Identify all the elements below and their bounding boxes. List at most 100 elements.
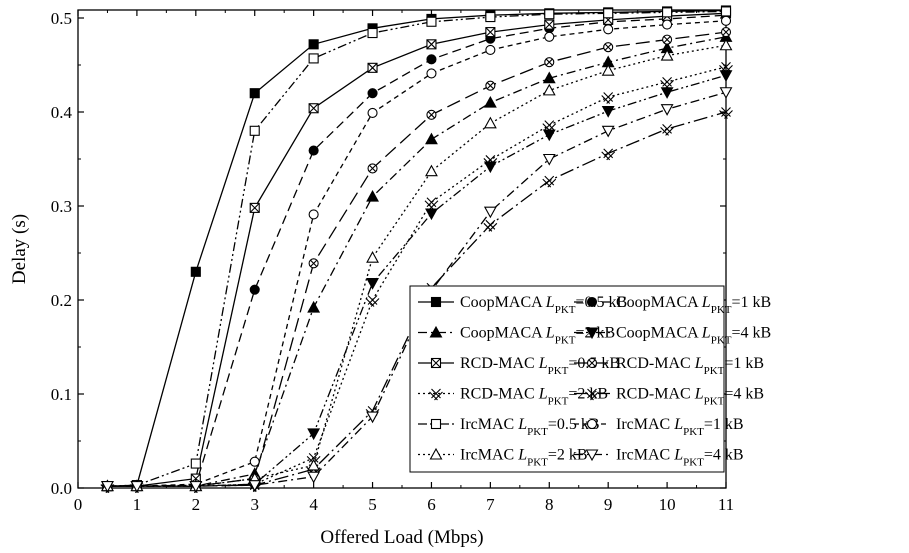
marker — [190, 458, 201, 469]
marker — [542, 175, 557, 188]
marker — [585, 388, 599, 401]
marker — [542, 83, 556, 96]
marker-cross — [722, 28, 730, 36]
marker — [430, 296, 442, 308]
marker — [367, 88, 378, 99]
legend-marker-1 — [586, 296, 598, 308]
marker — [366, 278, 379, 290]
series-line-4 — [107, 12, 726, 487]
marker — [660, 104, 674, 116]
marker — [542, 129, 556, 142]
marker — [365, 295, 380, 307]
marker — [544, 9, 555, 20]
marker-cross — [604, 43, 612, 51]
y-tick-label: 0.3 — [51, 197, 72, 216]
legend-marker-8 — [430, 418, 442, 430]
legend-label-2: CoopMACA LPKT=2 kB — [460, 325, 615, 347]
marker — [601, 106, 615, 118]
marker — [662, 19, 673, 30]
legend-label-11: IrcMAC LPKT=4 kB — [616, 447, 744, 469]
marker — [719, 87, 733, 99]
legend-label-3: CoopMACA LPKT=4 kB — [616, 325, 771, 347]
x-tick-label: 0 — [74, 495, 83, 514]
marker — [429, 388, 443, 401]
marker — [308, 209, 319, 220]
x-tick-label: 11 — [718, 495, 734, 514]
marker — [660, 124, 674, 136]
marker — [542, 71, 556, 84]
marker — [601, 125, 615, 138]
legend-label-7: RCD-MAC LPKT=4 kB — [616, 386, 764, 408]
marker — [425, 164, 438, 177]
marker — [366, 251, 379, 263]
marker — [249, 125, 260, 136]
legend-label-0: CoopMACA LPKT=0.5 kB — [460, 294, 627, 316]
marker — [249, 284, 260, 295]
marker — [601, 92, 616, 104]
marker — [719, 38, 733, 51]
y-tick-label: 0.4 — [51, 103, 73, 122]
marker-cross — [427, 111, 436, 119]
marker — [485, 44, 496, 56]
x-tick-label: 5 — [368, 495, 377, 514]
legend-label-1: CoopMACA LPKT=1 kB — [616, 294, 771, 316]
marker — [308, 145, 319, 156]
marker — [101, 481, 114, 493]
marker — [603, 24, 614, 35]
marker — [603, 8, 614, 19]
marker — [429, 325, 443, 338]
legend-marker-10 — [429, 447, 443, 460]
legend-marker-0 — [430, 296, 442, 308]
marker — [248, 480, 262, 492]
marker — [719, 70, 733, 82]
marker — [366, 411, 379, 424]
marker — [189, 481, 203, 493]
marker — [366, 189, 379, 202]
legend-marker-7 — [585, 388, 599, 401]
legend-label-8: IrcMAC LPKT=0.5 kB — [460, 416, 600, 438]
marker — [542, 120, 557, 133]
x-tick-label: 4 — [309, 495, 318, 514]
marker — [601, 148, 616, 161]
legend-marker-6 — [429, 388, 443, 401]
legend-marker-4 — [430, 357, 442, 369]
series-lines — [107, 10, 726, 487]
marker — [483, 161, 497, 174]
marker-cross — [368, 164, 377, 173]
marker — [660, 48, 674, 61]
series-line-11 — [107, 91, 726, 487]
marker — [307, 300, 321, 313]
marker — [585, 449, 599, 462]
marker — [190, 266, 201, 277]
marker — [483, 219, 498, 232]
legend-marker-9 — [586, 418, 598, 430]
marker-cross — [544, 19, 555, 30]
marker — [662, 7, 673, 18]
marker — [720, 6, 732, 17]
series-line-8 — [107, 10, 726, 487]
marker-cross — [249, 202, 260, 213]
x-tick-label: 3 — [250, 495, 259, 514]
marker — [586, 418, 598, 430]
legend-label-5: RCD-MAC LPKT=1 kB — [616, 355, 764, 377]
x-tick-label: 8 — [545, 495, 554, 514]
marker — [544, 31, 555, 42]
legend-box — [409, 285, 725, 473]
series-line-10 — [107, 44, 726, 487]
marker — [306, 453, 321, 465]
series-line-1 — [107, 14, 726, 487]
marker-cross — [545, 58, 553, 66]
marker — [426, 68, 437, 79]
marker — [542, 153, 556, 166]
marker — [483, 155, 498, 167]
y-tick-label: 0.1 — [51, 385, 72, 404]
series-line-6 — [107, 66, 726, 487]
series-markers — [100, 5, 733, 494]
marker — [424, 197, 439, 210]
marker-cross — [485, 27, 496, 37]
y-tick-label: 0.5 — [51, 9, 72, 28]
marker — [367, 107, 378, 118]
series-line-0 — [107, 10, 726, 487]
